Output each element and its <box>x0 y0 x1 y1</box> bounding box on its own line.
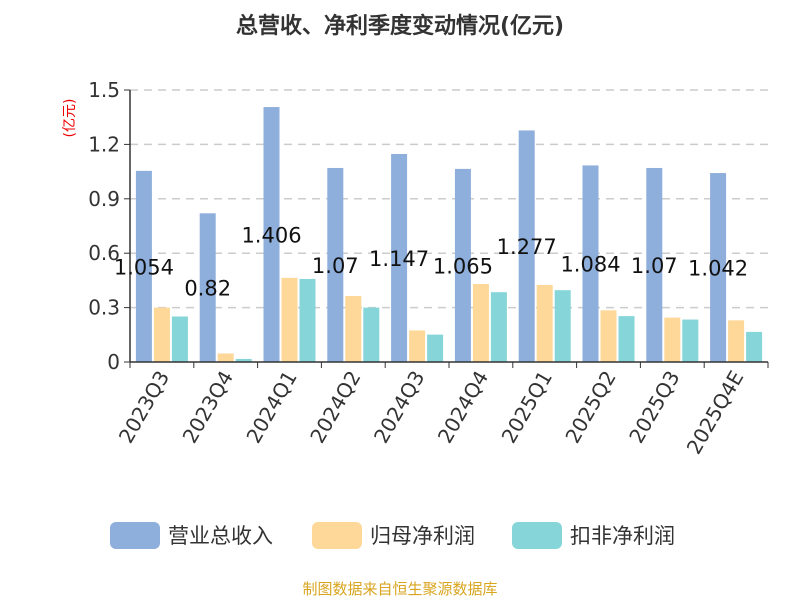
bar-2-2024Q3 <box>427 334 444 362</box>
bar-0-2023Q4 <box>199 213 216 362</box>
legend-swatch <box>312 522 362 549</box>
chart-title: 总营收、净利季度变动情况(亿元) <box>236 13 564 39</box>
bar-1-2025Q2 <box>600 310 617 362</box>
x-tick-label: 2023Q3 <box>114 367 174 448</box>
source-footer: 制图数据来自恒生聚源数据库 <box>302 580 497 598</box>
legend-swatch <box>512 522 562 549</box>
bar-1-2025Q1 <box>536 284 553 362</box>
data-label: 1.147 <box>369 247 429 271</box>
bar-0-2024Q3 <box>391 154 408 362</box>
x-tick-label: 2024Q4 <box>433 367 493 448</box>
data-label: 1.277 <box>497 235 557 259</box>
bar-0-2023Q3 <box>135 170 152 362</box>
bar-2-2025Q4E <box>746 331 763 362</box>
x-tick-label: 2025Q3 <box>624 367 684 448</box>
y-tick-label: 0.3 <box>88 296 120 320</box>
legend-item-0[interactable]: 营业总收入 <box>110 522 273 549</box>
data-label: 0.82 <box>184 277 231 301</box>
data-label: 1.406 <box>241 224 301 248</box>
bar-1-2024Q1 <box>281 277 298 362</box>
x-tick-label: 2023Q4 <box>178 367 238 448</box>
bar-2-2023Q4 <box>235 358 252 362</box>
legend-swatch <box>110 522 160 549</box>
legend-label: 扣非净利润 <box>570 524 675 548</box>
y-tick-label: 0.9 <box>88 187 120 211</box>
bar-2-2024Q4 <box>490 292 507 362</box>
legend-item-2[interactable]: 扣非净利润 <box>512 522 675 549</box>
x-tick-label: 2025Q4E <box>682 367 749 459</box>
bar-1-2023Q4 <box>217 353 234 362</box>
bar-1-2024Q3 <box>409 330 426 362</box>
bar-1-2024Q4 <box>472 284 489 362</box>
x-tick-label: 2025Q2 <box>560 367 620 448</box>
bar-0-2025Q2 <box>582 165 599 362</box>
bar-0-2025Q3 <box>646 167 663 362</box>
x-tick-label: 2025Q1 <box>497 367 557 448</box>
bar-1-2025Q3 <box>664 317 681 362</box>
y-tick-label: 0.6 <box>88 241 120 265</box>
bar-0-2024Q1 <box>263 107 280 362</box>
y-tick-label: 0 <box>107 350 120 374</box>
bar-1-2025Q4E <box>728 320 745 362</box>
bar-0-2024Q2 <box>327 167 344 362</box>
y-axis-label: (亿元) <box>62 99 78 138</box>
x-tick-label: 2024Q3 <box>369 367 429 448</box>
data-label: 1.042 <box>688 257 748 281</box>
data-label: 1.084 <box>560 253 620 277</box>
data-label: 1.065 <box>433 254 493 278</box>
data-label: 1.07 <box>312 254 359 278</box>
bar-2-2025Q2 <box>618 316 635 362</box>
x-tick-label: 2024Q2 <box>305 367 365 448</box>
bar-2-2024Q1 <box>299 278 316 362</box>
legend-item-1[interactable]: 归母净利润 <box>312 522 475 549</box>
bar-0-2025Q4E <box>710 173 727 362</box>
bar-2-2025Q1 <box>554 290 571 362</box>
bar-0-2025Q1 <box>518 130 535 362</box>
y-tick-label: 1.2 <box>88 132 120 156</box>
bar-1-2023Q3 <box>153 307 170 362</box>
bar-2-2024Q2 <box>363 307 380 362</box>
y-tick-label: 1.5 <box>88 78 120 102</box>
bar-1-2024Q2 <box>345 295 362 362</box>
bar-2-2023Q3 <box>171 316 188 362</box>
bar-2-2025Q3 <box>682 319 699 362</box>
legend-label: 营业总收入 <box>168 524 273 548</box>
legend-label: 归母净利润 <box>370 524 475 548</box>
x-tick-label: 2024Q1 <box>241 367 301 448</box>
bar-0-2024Q4 <box>454 168 471 362</box>
data-label: 1.054 <box>114 255 174 279</box>
data-label: 1.07 <box>631 254 678 278</box>
